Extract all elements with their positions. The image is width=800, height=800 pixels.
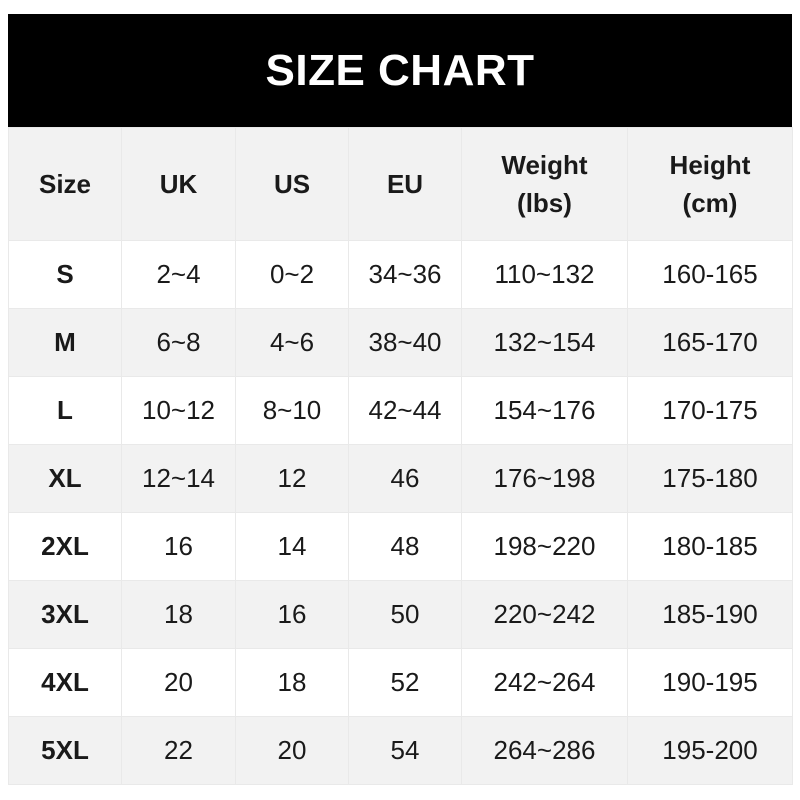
table-cell: 185-190 — [627, 580, 793, 649]
table-cell: 220~242 — [461, 580, 628, 649]
table-cell: 175-180 — [627, 444, 793, 513]
table-cell: 12 — [235, 444, 349, 513]
table-cell: 16 — [121, 512, 236, 581]
table-cell: 6~8 — [121, 308, 236, 377]
table-cell: 132~154 — [461, 308, 628, 377]
table-cell: 20 — [235, 716, 349, 785]
table-cell: 20 — [121, 648, 236, 717]
table-cell: 2~4 — [121, 240, 236, 309]
table-row: 4XL 20 18 52 242~264 190-195 — [8, 648, 793, 717]
chart-title: SIZE CHART — [8, 14, 792, 127]
column-header-line: US — [273, 169, 311, 199]
table-cell: 18 — [121, 580, 236, 649]
table-cell: 10~12 — [121, 376, 236, 445]
table-cell: 170-175 — [627, 376, 793, 445]
table-cell: 22 — [121, 716, 236, 785]
table-row: L 10~12 8~10 42~44 154~176 170-175 — [8, 376, 793, 445]
column-header-line: (lbs) — [517, 188, 572, 218]
size-label: M — [8, 308, 122, 377]
table-cell: 46 — [348, 444, 462, 513]
table-cell: 0~2 — [235, 240, 349, 309]
size-label: 4XL — [8, 648, 122, 717]
column-header: UK — [121, 127, 236, 241]
table-cell: 4~6 — [235, 308, 349, 377]
size-label: 5XL — [8, 716, 122, 785]
table-cell: 48 — [348, 512, 462, 581]
table-cell: 264~286 — [461, 716, 628, 785]
size-label: 3XL — [8, 580, 122, 649]
size-label: 2XL — [8, 512, 122, 581]
table-cell: 42~44 — [348, 376, 462, 445]
column-header-line: Height — [669, 150, 751, 180]
column-header: Size — [8, 127, 122, 241]
table-cell: 180-185 — [627, 512, 793, 581]
table-cell: 8~10 — [235, 376, 349, 445]
table-row: S 2~4 0~2 34~36 110~132 160-165 — [8, 240, 793, 309]
table-cell: 154~176 — [461, 376, 628, 445]
table-cell: 38~40 — [348, 308, 462, 377]
table-cell: 16 — [235, 580, 349, 649]
column-header: US — [235, 127, 349, 241]
table-cell: 54 — [348, 716, 462, 785]
column-header: EU — [348, 127, 462, 241]
table-row: XL 12~14 12 46 176~198 175-180 — [8, 444, 793, 513]
table-cell: 198~220 — [461, 512, 628, 581]
table-cell: 52 — [348, 648, 462, 717]
column-header: Weight (lbs) — [461, 127, 628, 241]
table-cell: 110~132 — [461, 240, 628, 309]
table-row: 2XL 16 14 48 198~220 180-185 — [8, 512, 793, 581]
table-row: 5XL 22 20 54 264~286 195-200 — [8, 716, 793, 785]
column-header-line: EU — [386, 169, 424, 199]
size-label: L — [8, 376, 122, 445]
table-row: 3XL 18 16 50 220~242 185-190 — [8, 580, 793, 649]
table-cell: 242~264 — [461, 648, 628, 717]
table-cell: 195-200 — [627, 716, 793, 785]
table-cell: 50 — [348, 580, 462, 649]
size-chart: SIZE CHART Size UK US EU Weight (lbs) Height (c… — [8, 14, 793, 785]
table-cell: 160-165 — [627, 240, 793, 309]
table-row: M 6~8 4~6 38~40 132~154 165-170 — [8, 308, 793, 377]
size-label: S — [8, 240, 122, 309]
size-table: Size UK US EU Weight (lbs) Height (cm) S 2~4 0~2 3… — [8, 127, 793, 785]
table-cell: 18 — [235, 648, 349, 717]
table-cell: 165-170 — [627, 308, 793, 377]
size-label: XL — [8, 444, 122, 513]
header-row: Size UK US EU Weight (lbs) Height (cm) — [8, 127, 793, 241]
column-header-line: Size — [38, 169, 92, 199]
table-cell: 190-195 — [627, 648, 793, 717]
column-header-line: Weight — [501, 150, 588, 180]
table-cell: 176~198 — [461, 444, 628, 513]
column-header-line: UK — [159, 169, 198, 199]
column-header: Height (cm) — [627, 127, 793, 241]
table-cell: 14 — [235, 512, 349, 581]
column-header-line: (cm) — [682, 188, 738, 218]
table-cell: 12~14 — [121, 444, 236, 513]
table-cell: 34~36 — [348, 240, 462, 309]
